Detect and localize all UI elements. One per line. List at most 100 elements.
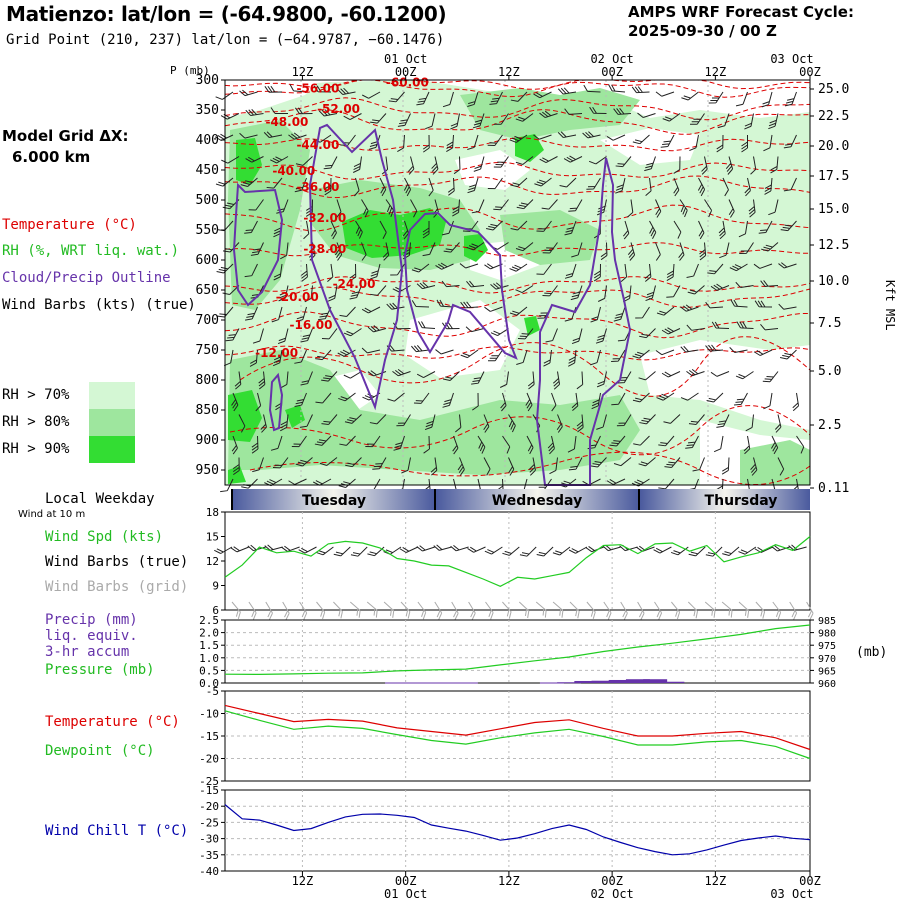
wind-barb [509,306,528,316]
wind-barb-shaft [661,371,681,378]
wind-barb-shaft [509,263,528,272]
wind-barb [735,371,754,380]
wind-barb-shaft [536,263,552,275]
wind-barb [401,457,411,474]
wind-barb-shaft [762,371,779,383]
wind-barb [583,84,601,93]
wind-barb-shaft [704,199,713,218]
wind-barb-shaft [467,177,479,194]
wind-barb-shaft [534,177,552,187]
height-tick-label: 2.5 [818,418,841,433]
wind-barb-true [298,546,317,554]
wind-barb [656,392,675,401]
wind-chill-panel: -15 -20 -25 -30 -35 -40 [199,784,811,878]
wind-barb [422,221,430,239]
axis-tick-label: 1.5 [199,639,219,652]
top-date-label: 03 Oct [770,52,813,66]
wind-barb-shaft [736,321,754,329]
wind-barb-grid [738,601,750,618]
contour-label: -24.00 [333,277,376,291]
wind-barb-grid-shaft [485,601,494,620]
wind-barb-shaft [753,263,773,269]
wind-barb [571,328,583,345]
wind-barb-grid-shaft [586,601,596,620]
wind-barb [615,156,632,168]
wind-barb [349,263,357,282]
wind-barb-shaft [446,134,454,152]
wind-barb [678,242,685,261]
wind-barb [336,199,342,218]
pressure-tick-label: 650 [196,283,219,298]
wind-barb [422,242,436,257]
wind-barb [655,242,661,261]
wind-barb [424,414,436,431]
wind-barb-grid-shaft [569,601,580,619]
wind-barb-shaft [450,113,460,130]
axis-tick-label: -15 [199,730,219,743]
wind-barb-shaft [713,435,724,453]
wind-barb [338,392,356,402]
wind-barb [564,306,577,322]
wind-barb-shaft [244,220,258,234]
wind-barb-grid [468,601,476,620]
wind-barb [673,177,680,197]
wind-barb [681,91,699,101]
temperature-contour [224,345,811,361]
cloud-outline [403,211,518,360]
wind-barb [467,91,479,107]
wind-barb [774,414,782,433]
wind-barb [291,435,307,448]
wind-barb-shaft [666,285,681,298]
wind-barb [397,113,411,127]
bottom-tick-label: 12Z [705,874,727,888]
wind-barb-grid [755,601,766,619]
height-tick-label: 0.11 [818,481,849,496]
wind-barb [441,322,460,330]
wind-barb [658,435,675,447]
temperature-contour [224,204,811,232]
wind-barb [388,91,405,103]
wind-barb-true-shaft [771,545,790,552]
wind-barb-shaft [770,435,779,455]
wind-barb-shaft [365,435,381,448]
wind-barb-shaft [304,285,313,303]
wind-barb [239,89,258,97]
axis-tick-label: 6 [212,604,219,617]
wind-barb-shaft [472,113,485,129]
wind-barb-shaft [716,414,730,428]
height-tick-label: 15.0 [818,202,849,217]
wind-barb [294,349,307,364]
wind-barb [270,156,289,164]
wind-barb [763,392,773,410]
wind-barb [617,371,632,384]
wind-barb-shaft [783,177,797,192]
wind-barb [321,328,338,340]
wind-barb-shaft [435,262,454,270]
wind-barb-shaft [613,457,632,467]
wind-barb [761,91,773,108]
wind-barb-shaft [352,156,362,173]
bottom-tick-label: 00Z [601,874,623,888]
wind-barb [699,242,707,261]
wind-barb [222,199,240,210]
wind-barb-shaft [662,113,681,122]
wind-barb-shaft [443,242,460,253]
wind-barb [710,371,730,377]
wind-barb-shaft [661,327,681,335]
wind-barb-grid [687,601,698,619]
wind-barb-shaft [441,280,460,288]
wind-barb-true-shaft [738,546,757,555]
wind-barb [278,285,289,302]
bottom-tick-label: 12Z [292,874,314,888]
wind-barb-shaft [314,435,332,446]
wind-barb-shaft [666,263,675,281]
wind-barb [796,435,805,454]
wind-barb [428,177,434,197]
top-tick-label: 12Z [292,65,314,79]
wind-barb-shaft [273,263,283,281]
wind-spd-label: Wind Spd (kts) [45,529,164,545]
pressure-tick-label: 850 [196,403,219,418]
wind-barb-shaft [483,414,490,433]
wind-barb-shaft [239,132,258,139]
wind-barb [576,371,584,390]
